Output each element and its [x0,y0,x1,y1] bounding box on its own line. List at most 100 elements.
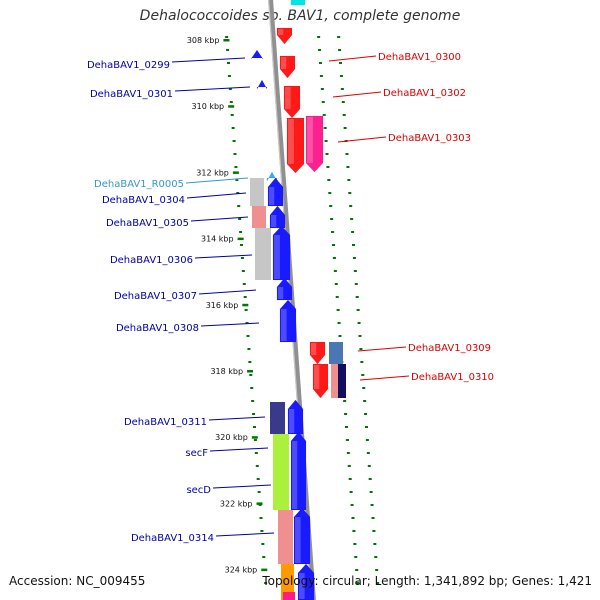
gene-0305 [269,205,286,229]
inner-left-dot [242,283,246,285]
outer-right-dot [357,322,361,324]
gene-0300-shine [281,57,287,69]
gene-0311 [287,399,304,435]
kbp-tick [256,502,263,505]
inner-right-dot [319,75,323,77]
inner-left-dot [255,465,259,467]
inner-right-dot [327,179,331,181]
left-gene-label: DehaBAV1_0304 [102,195,185,206]
inner-left-dot [257,491,261,493]
gene-0305-shine [271,215,277,227]
left-gene-label: DehaBAV1_0308 [116,323,199,334]
kbp-tick [242,303,249,307]
inner-left-dot [226,49,230,51]
gene-0302-shine [285,87,291,109]
kbp-tick [237,237,244,241]
gene-0303-shine [307,117,313,163]
gene-0303 [305,115,324,173]
inner-right-dot [345,439,349,441]
inner-right-dot [331,244,335,246]
inner-left-dot [233,153,237,155]
gene-0310 [312,363,329,399]
gray-feature-a [250,178,264,206]
inner-left-dot [245,322,249,324]
outer-right-dot [341,101,345,103]
outer-right-dot [359,348,363,350]
left-gene-label: DehaBAV1_0314 [131,533,214,544]
outer-right-dot [360,361,364,363]
tick-marks [223,36,380,584]
gene-0309 [309,341,326,365]
outer-right-dot [369,491,373,493]
left-gene-label: DehaBAV1_0305 [106,218,189,229]
gray-feature-b [255,228,271,280]
left-gene-label: DehaBAV1_0311 [124,417,207,428]
outer-right-dot [340,88,344,90]
inner-right-dot [331,231,335,233]
gene-0303-a [286,117,305,174]
outer-right-dot [368,478,372,480]
inner-left-dot [238,218,242,220]
inner-left-dot [231,127,235,129]
inner-left-dot [254,452,258,454]
gene-0299 [250,49,264,60]
inner-left-dot [237,205,241,207]
kbp-tick [228,105,235,108]
inner-left-dot [251,400,255,402]
gene-0314 [297,563,315,600]
left-connector [215,532,275,537]
inner-right-dot [348,478,352,480]
inner-left-dot [225,36,229,38]
inner-left-dot [252,413,256,415]
inner-right-dot [338,335,342,337]
inner-left-dot [246,335,250,337]
inner-right-dot [351,517,355,519]
inner-right-dot [336,309,340,311]
inner-left-dot [243,296,247,298]
map-title: Dehalococcoides sp. BAV1, complete genom… [139,8,461,24]
outer-right-dot [361,374,365,376]
topology-text: Topology: circular; Length: 1,341,892 bp… [262,574,592,588]
left-gene-label: DehaBAV1_0306 [110,255,193,266]
outer-right-dot [371,517,375,519]
inner-left-dot [230,114,234,116]
inner-left-dot [234,166,238,168]
left-gene-label: DehaBAV1_R0005 [94,179,184,190]
outer-right-dot [350,218,354,220]
kbp-label: 316 kbp [206,301,239,310]
gene-0306 [272,225,291,281]
right-connector [328,55,377,62]
inner-right-dot [324,140,328,142]
kbp-label: 314 kbp [201,235,234,244]
gene-0304 [267,177,284,207]
inner-right-dot [332,257,336,259]
gene-0308 [279,299,297,343]
kbp-label: 308 kbp [187,36,220,45]
left-connector [209,447,269,452]
inner-left-dot [228,88,232,90]
outer-right-dot [338,62,342,64]
outer-right-dot [346,166,350,168]
labels: 308 kbp 310 kbp 312 kbp 314 kbp 316 kbp 318 k… [87,36,494,575]
inner-right-dot [333,270,337,272]
outer-right-dot [348,192,352,194]
inner-right-dot [335,296,339,298]
gene-0308-shine [281,309,287,341]
outer-right-dot [342,114,346,116]
outer-right-dot [365,439,369,441]
inner-right-dot [344,413,348,415]
inner-right-dot [329,205,333,207]
inner-right-dot [318,49,322,51]
inner-left-dot [241,270,245,272]
outer-right-dot [366,452,370,454]
inner-left-dot [261,543,265,545]
left-connector [185,177,249,184]
kbp-tick [223,39,230,42]
secf-green [273,434,289,510]
outer-right-dot [347,179,351,181]
inner-left-dot [229,101,233,103]
outer-right-dot [338,49,342,51]
kbp-tick [261,568,268,572]
gene-secF [290,431,307,511]
inner-left-dot [253,439,257,441]
